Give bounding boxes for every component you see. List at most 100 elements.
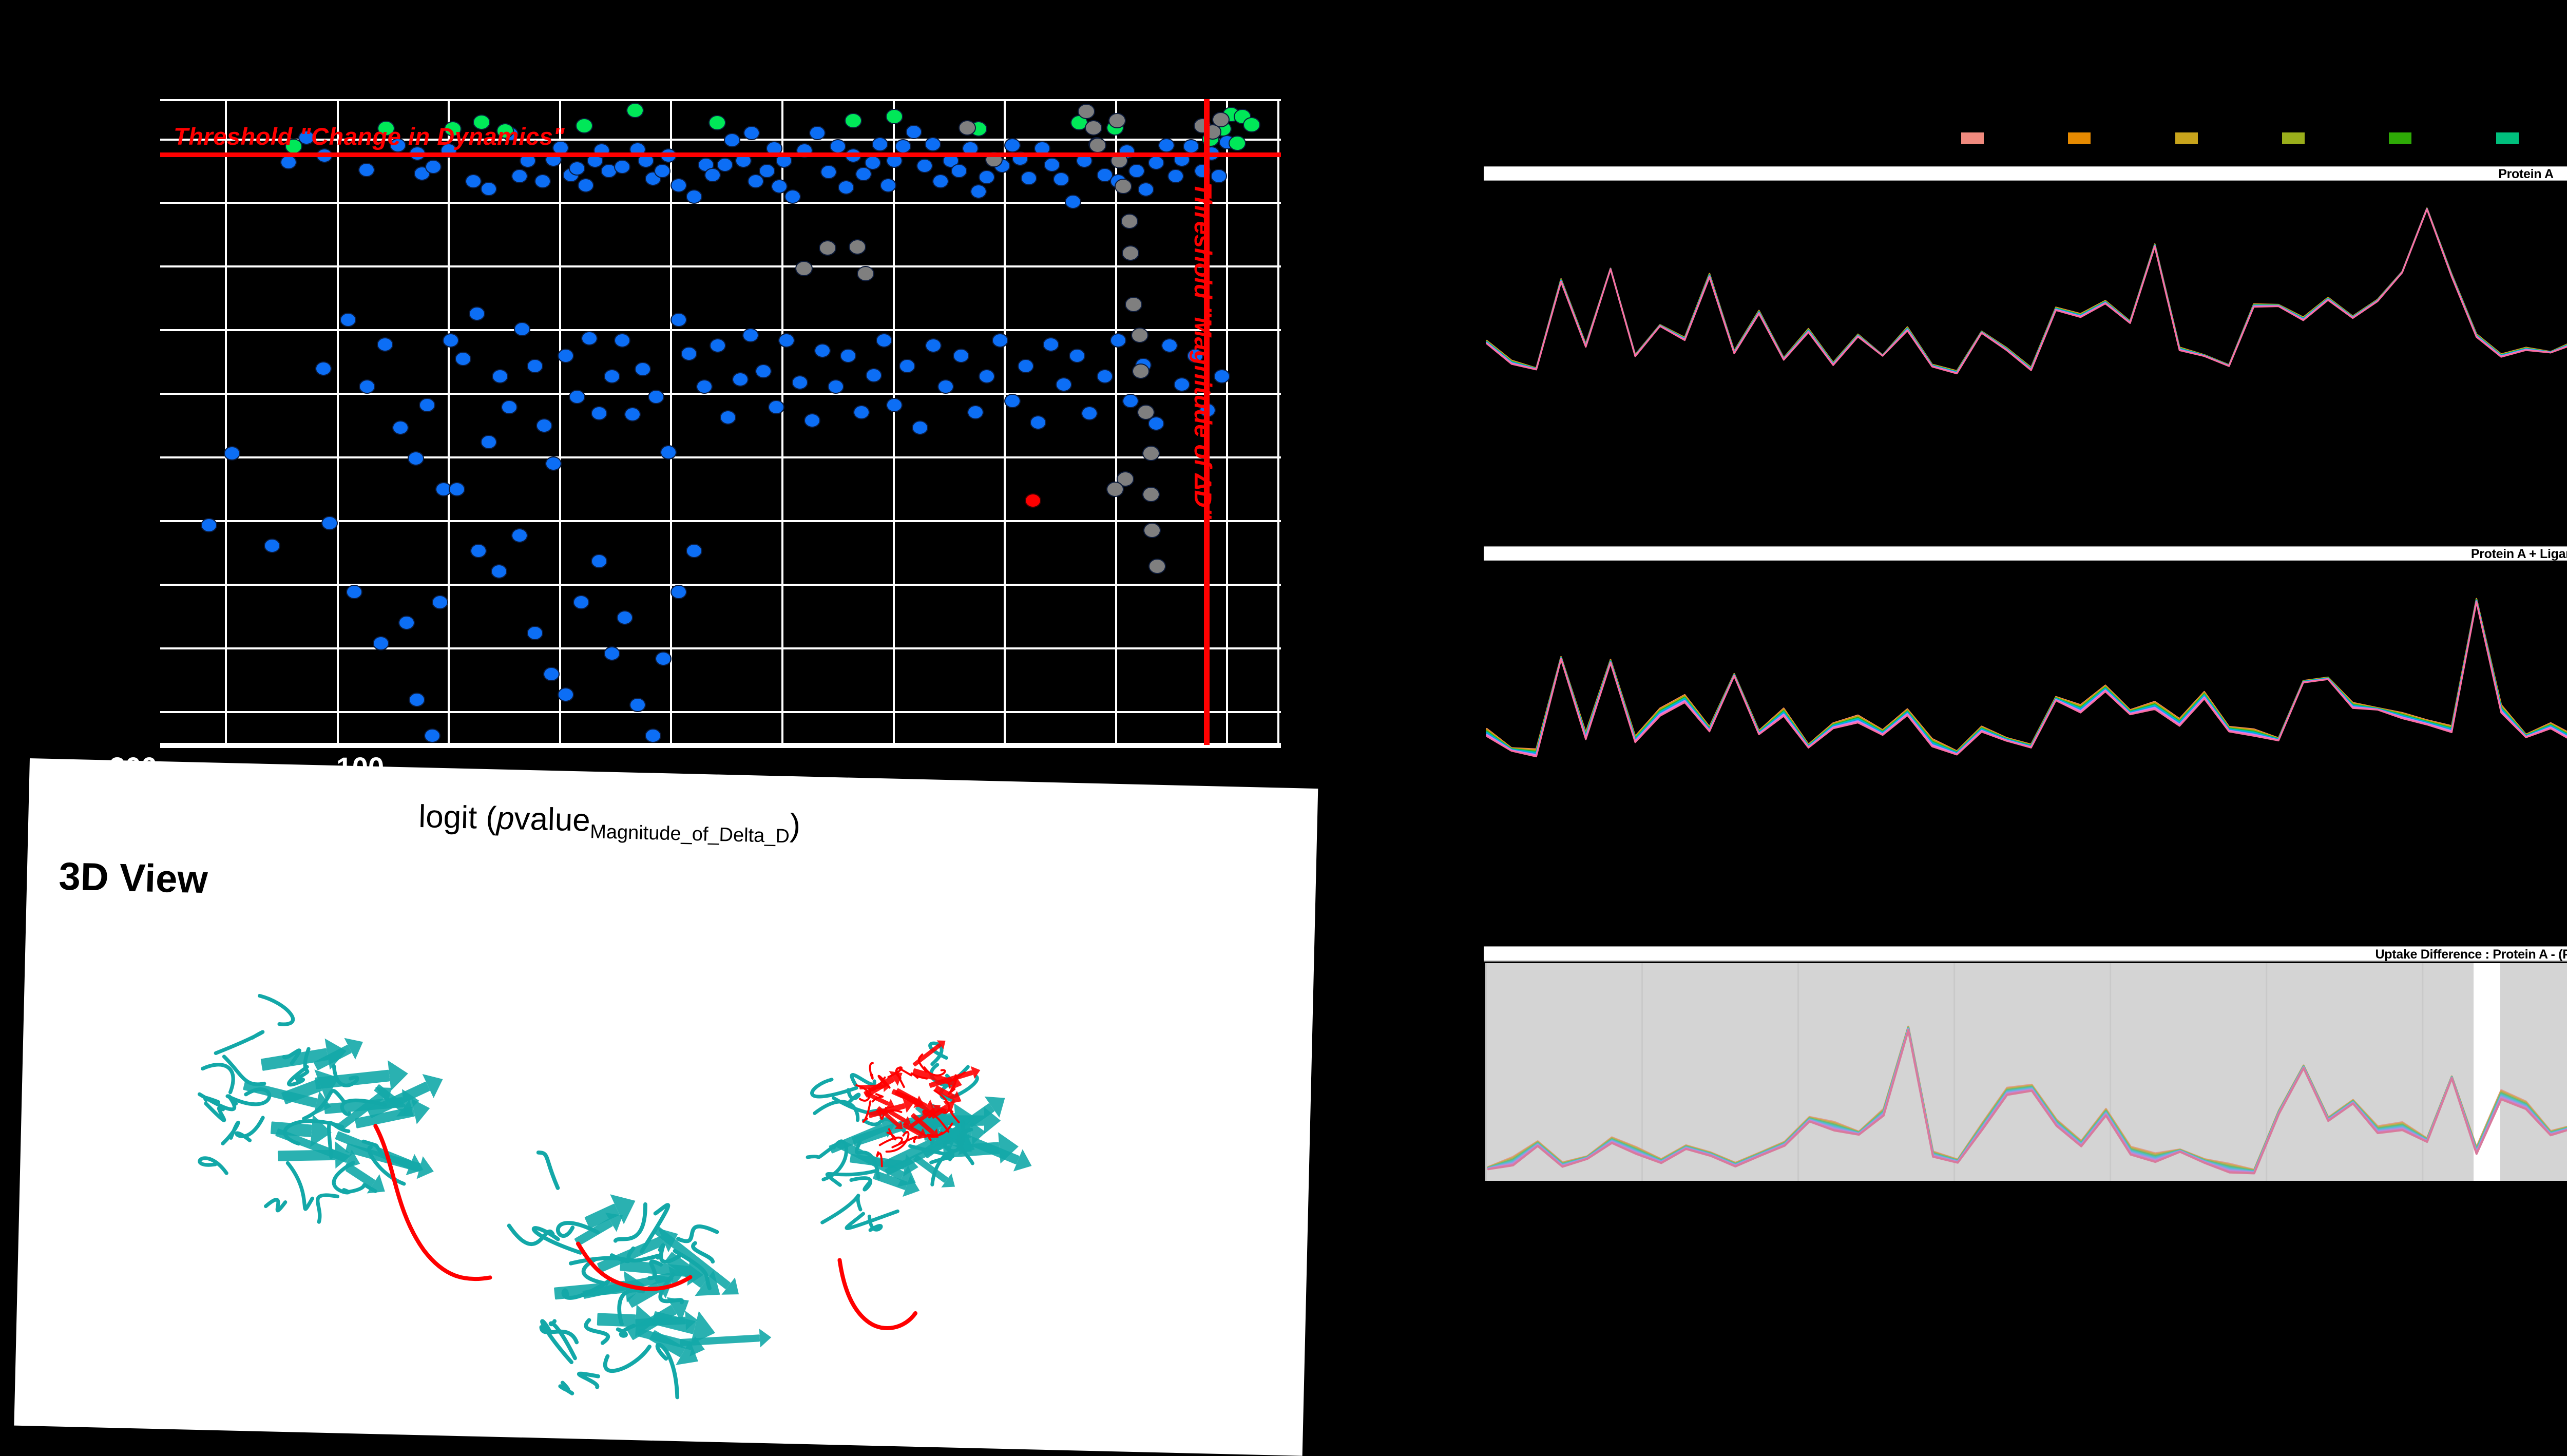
volcano-point-gray[interactable] [1085,120,1102,136]
volcano-point-blue[interactable] [449,482,465,496]
series-line-0[interactable] [1487,1025,2567,1171]
volcano-point-blue[interactable] [527,626,543,640]
three-d-view-card[interactable]: logit (pvalueMagnitude_of_Delta_D) 3D Vi… [14,758,1318,1456]
series-line-2[interactable] [1487,1026,2567,1172]
volcano-point-blue[interactable] [1081,406,1098,420]
volcano-point-blue[interactable] [838,180,854,195]
volcano-point-blue[interactable] [224,446,240,461]
volcano-point-blue[interactable] [1097,369,1113,384]
volcano-point-blue[interactable] [1065,195,1081,209]
volcano-point-blue[interactable] [481,435,497,449]
volcano-point-blue[interactable] [645,729,661,743]
volcano-point-blue[interactable] [315,361,332,376]
series-line-6[interactable] [1486,208,2567,373]
chart-protein-a-plus-ligand[interactable]: Protein A + Ligand [1484,546,2567,833]
legend-swatch-4[interactable] [2389,132,2411,144]
series-line-10[interactable] [1487,1028,2567,1174]
volcano-point-blue[interactable] [1044,158,1060,172]
volcano-point-green[interactable] [708,115,726,130]
volcano-point-gray[interactable] [1089,138,1106,153]
series-line-12[interactable] [1486,208,2567,375]
volcano-point-blue[interactable] [686,544,702,558]
volcano-point-blue[interactable] [865,156,881,170]
volcano-point-green[interactable] [377,121,395,136]
volcano-point-blue[interactable] [534,174,551,188]
volcano-point-blue[interactable] [1021,171,1037,185]
volcano-point-blue[interactable] [1053,172,1069,186]
volcano-point-blue[interactable] [828,379,844,394]
volcano-point-gray[interactable] [1212,112,1230,127]
volcano-point-gray[interactable] [1142,487,1160,502]
volcano-point-blue[interactable] [511,169,528,183]
volcano-point-green[interactable] [1229,136,1246,151]
volcano-point-blue[interactable] [743,126,760,140]
volcano-point-blue[interactable] [1211,169,1227,183]
volcano-point-blue[interactable] [1187,349,1203,363]
volcano-point-blue[interactable] [414,166,430,181]
chart-uptake-difference-plot-frame[interactable] [1484,962,2567,1182]
volcano-point-blue[interactable] [912,420,928,435]
series-line-5[interactable] [1487,1027,2567,1173]
volcano-point-blue[interactable] [604,646,620,661]
volcano-scatter-canvas[interactable] [160,99,1281,745]
series-line-12[interactable] [1487,1029,2567,1175]
volcano-point-blue[interactable] [455,352,471,366]
volcano-point-gray[interactable] [1137,405,1155,420]
volcano-point-blue[interactable] [932,174,949,188]
volcano-point-blue[interactable] [1069,349,1085,363]
volcano-point-blue[interactable] [648,390,664,404]
volcano-point-green[interactable] [473,114,490,130]
volcano-point-gray[interactable] [1125,297,1142,312]
series-line-3[interactable] [1486,599,2567,753]
series-line-1[interactable] [1487,1026,2567,1171]
legend-swatch-5[interactable] [2496,132,2519,144]
volcano-point-blue[interactable] [201,518,217,532]
volcano-point-blue[interactable] [614,160,630,174]
volcano-point-blue[interactable] [768,400,784,414]
volcano-point-green[interactable] [576,118,593,133]
volcano-point-blue[interactable] [992,333,1008,348]
volcano-point-blue[interactable] [581,331,598,346]
series-line-11[interactable] [1486,601,2567,757]
volcano-point-blue[interactable] [443,333,459,348]
volcano-point-blue[interactable] [748,174,764,188]
volcano-point-gray[interactable] [857,266,874,281]
volcano-point-blue[interactable] [925,338,942,353]
volcano-point-blue[interactable] [280,155,297,169]
volcano-point-blue[interactable] [373,636,389,650]
series-line-8[interactable] [1486,600,2567,755]
volcano-point-blue[interactable] [696,379,713,394]
legend-swatch-2[interactable] [2175,132,2198,144]
volcano-point-blue[interactable] [573,595,589,609]
volcano-point-blue[interactable] [809,126,826,140]
volcano-point-blue[interactable] [906,125,922,139]
volcano-point-blue[interactable] [686,189,702,204]
volcano-point-gray[interactable] [795,261,813,276]
volcano-point-blue[interactable] [830,139,846,154]
series-line-8[interactable] [1487,1028,2567,1174]
volcano-point-green[interactable] [845,113,862,128]
series-line-4[interactable] [1486,599,2567,753]
volcano-point-blue[interactable] [591,406,607,420]
volcano-point-blue[interactable] [1056,377,1072,392]
series-line-2[interactable] [1486,207,2567,372]
volcano-point-gray[interactable] [1131,328,1148,343]
volcano-point-blue[interactable] [1167,169,1184,183]
series-line-10[interactable] [1486,208,2567,374]
volcano-point-blue[interactable] [604,369,620,384]
volcano-point-blue[interactable] [470,544,487,558]
volcano-point-gray[interactable] [1078,104,1095,119]
volcano-point-blue[interactable] [1148,156,1164,170]
volcano-point-gray[interactable] [819,240,836,256]
volcano-point-blue[interactable] [953,349,969,363]
volcano-point-blue[interactable] [545,456,562,471]
volcano-point-blue[interactable] [1110,333,1126,348]
volcano-point-green[interactable] [626,103,644,118]
volcano-plot-area[interactable] [160,99,1281,748]
volcano-point-blue[interactable] [951,164,967,178]
volcano-point-blue[interactable] [1128,164,1145,178]
series-line-7[interactable] [1486,208,2567,373]
volcano-point-blue[interactable] [424,729,440,743]
volcano-point-gray[interactable] [1122,245,1139,261]
volcano-point-blue[interactable] [1004,394,1021,408]
